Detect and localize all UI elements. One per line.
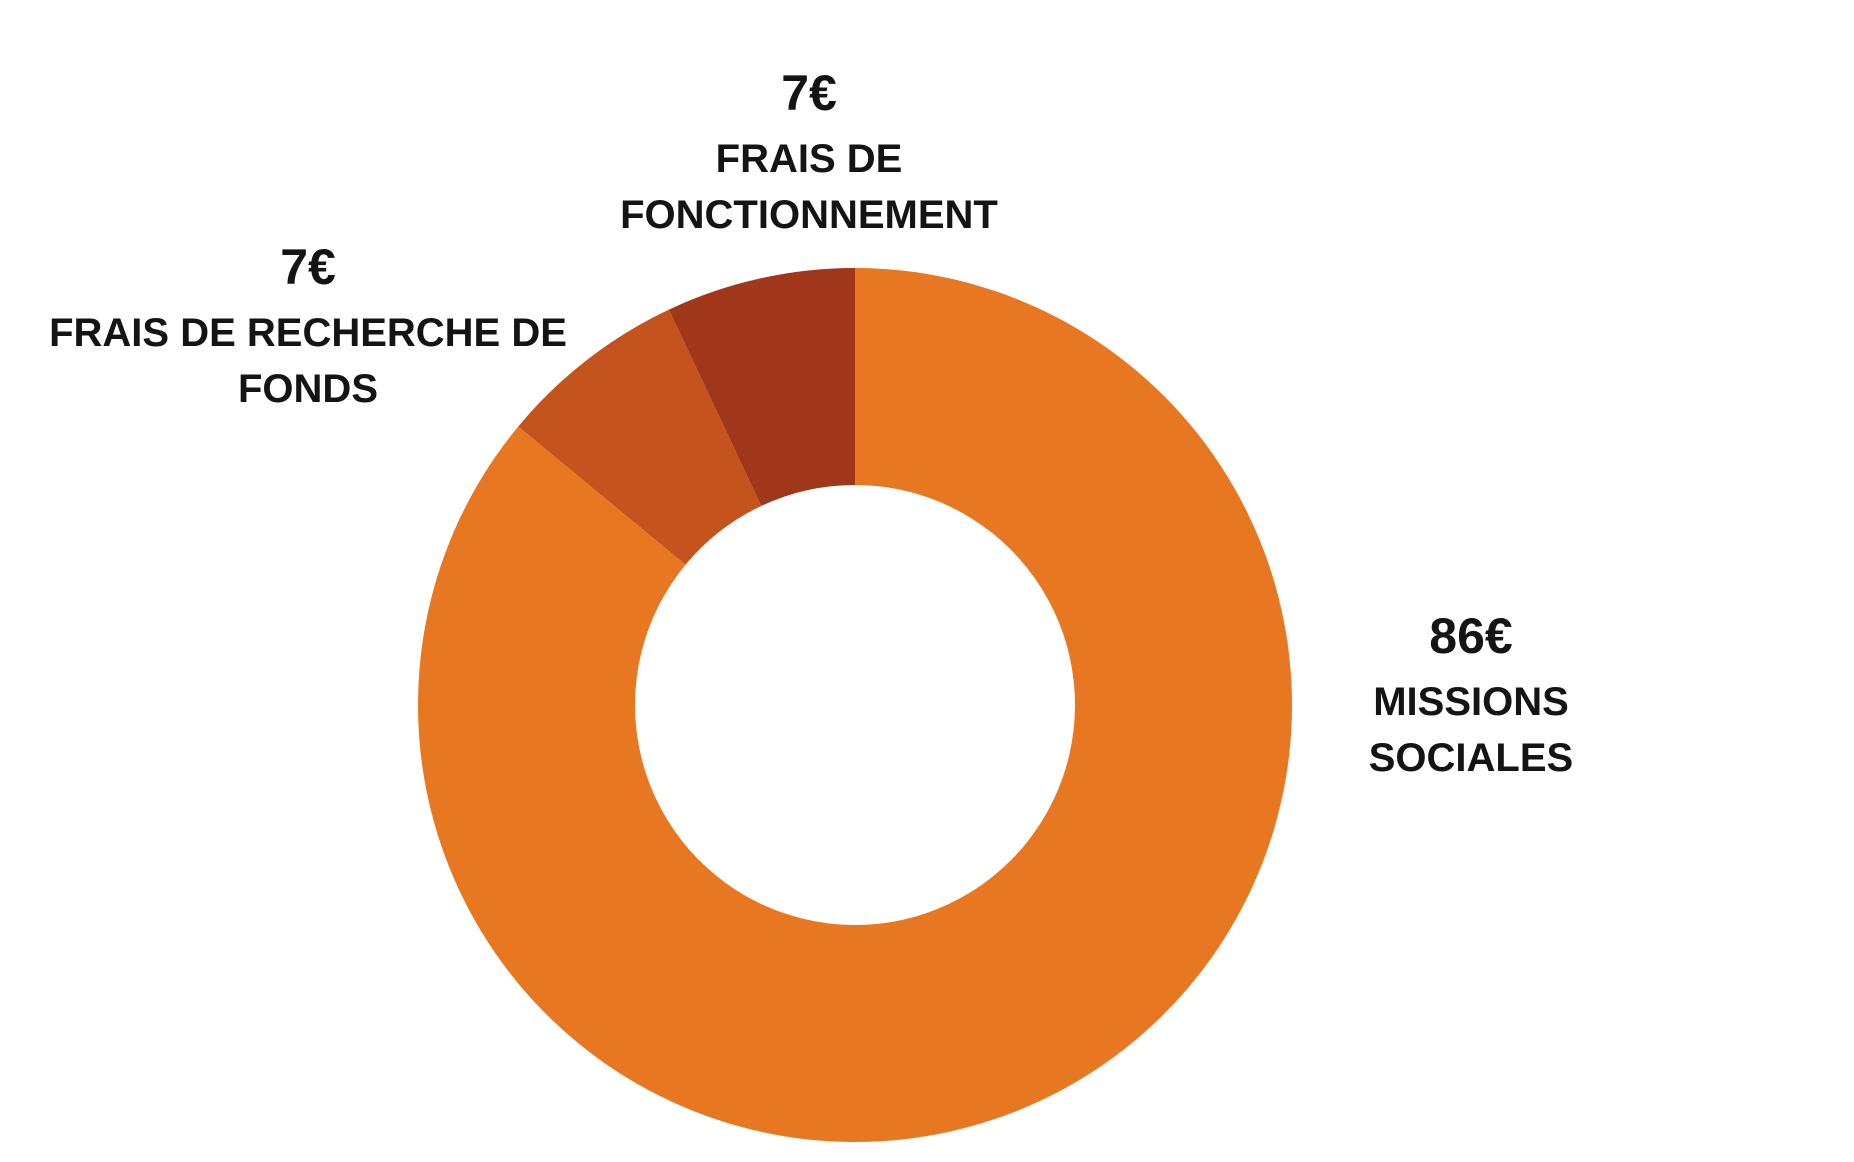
- slice-label: 7€ FRAIS DE FONCTIONNEMENT: [574, 63, 1044, 243]
- value-label: 86€: [1429, 608, 1513, 664]
- value-label: 7€: [280, 239, 336, 295]
- value-label: 7€: [781, 65, 837, 121]
- category-label: FRAIS DE RECHERCHE DE FONDS: [49, 311, 567, 411]
- donut-slice: [668, 268, 855, 506]
- category-label: FRAIS DE FONCTIONNEMENT: [620, 137, 998, 237]
- category-label: MISSIONS SOCIALES: [1368, 680, 1574, 780]
- donut-slice: [417, 268, 1292, 1142]
- slice-label: 7€ FRAIS DE RECHERCHE DE FONDS: [28, 237, 588, 417]
- slice-label: 86€ MISSIONS SOCIALES: [1321, 606, 1621, 786]
- donut-slice: [518, 309, 762, 565]
